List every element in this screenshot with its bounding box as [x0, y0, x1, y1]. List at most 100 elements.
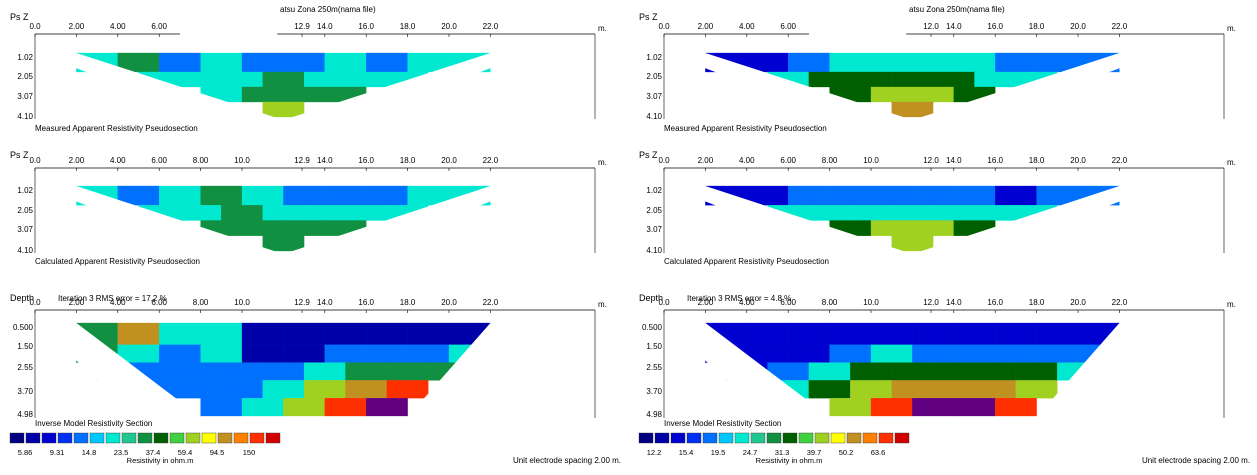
x-tick-label: 14.0	[946, 156, 962, 165]
resistivity-cell	[262, 101, 305, 118]
x-tick-label: 12.0	[923, 156, 939, 165]
legend-value: 15.4	[679, 448, 694, 457]
resistivity-cell	[788, 52, 830, 73]
section-3: Depth Iteration 3 RMS error = 17.2 % 0.0 2.…	[10, 293, 607, 428]
resistivity-cell	[200, 398, 243, 417]
resistivity-cell	[324, 344, 367, 363]
legend-swatch	[57, 432, 73, 444]
legend-swatch	[121, 432, 137, 444]
resistivity-cell	[407, 344, 450, 363]
resistivity-cell	[262, 71, 305, 88]
section-caption: Inverse Model Resistivity Section	[35, 419, 152, 428]
resistivity-cell	[241, 86, 284, 103]
x-unit-label: m.	[1227, 24, 1236, 33]
left-panel: Ps Z atsu Zona 250m(nama file) 0.0 2.00 4.00…	[0, 0, 628, 470]
legend-value: 19.5	[711, 448, 726, 457]
y-tick-label: 0.500	[642, 323, 663, 332]
resistivity-cell	[870, 220, 913, 236]
resistivity-cell	[995, 344, 1037, 363]
y-tick-label: 3.07	[17, 225, 33, 234]
panel-svg: Ps Z atsu Zona 250m(nama file) 0.0 2.00 4.00…	[9, 5, 621, 465]
legend-swatch	[25, 432, 41, 444]
legend-value: 39.7	[807, 448, 822, 457]
x-tick-label: 18.0	[1029, 298, 1045, 307]
resistivity-cell	[221, 362, 263, 381]
legend-unit: Resistivity in ohm.m	[127, 456, 194, 465]
y-tick-label: 2.55	[646, 363, 662, 372]
resistivity-cell	[870, 52, 913, 73]
section-mask-right	[1036, 323, 1160, 421]
resistivity-cell	[303, 205, 346, 221]
section-mask-left	[36, 323, 201, 421]
x-tick-label: 8.00	[193, 156, 209, 165]
x-tick-label: 14.0	[317, 156, 333, 165]
x-tick-label: 20.0	[1070, 22, 1086, 31]
resistivity-cell	[788, 344, 830, 363]
resistivity-cell	[995, 398, 1037, 417]
section-mask-right	[289, 186, 531, 256]
x-tick-label: 10.0	[863, 298, 879, 307]
x-tick-label: 22.0	[1112, 156, 1128, 165]
x-unit-label: m.	[598, 300, 607, 309]
legend-value: 5.86	[18, 448, 33, 457]
resistivity-cell	[974, 71, 1017, 88]
resistivity-cell	[808, 362, 851, 381]
x-tick-label: 22.0	[483, 298, 499, 307]
resistivity-cell	[262, 362, 305, 381]
legend-swatch	[217, 432, 233, 444]
section-mask-left	[665, 53, 907, 122]
y-axis-label: Ps Z	[10, 150, 29, 160]
resistivity-cell	[953, 344, 996, 363]
resistivity-cell	[850, 380, 892, 399]
resistivity-cell	[221, 380, 263, 399]
x-tick-label: 0.0	[29, 156, 41, 165]
x-tick-label: 10.0	[863, 156, 879, 165]
y-tick-label: 1.02	[646, 53, 662, 62]
resistivity-cell	[912, 52, 954, 73]
y-tick-label: 1.02	[646, 186, 662, 195]
y-axis-label: Depth	[10, 293, 34, 303]
resistivity-cell	[324, 52, 367, 73]
resistivity-cell	[891, 235, 934, 252]
legend-swatch	[894, 432, 910, 444]
resistivity-cell	[241, 52, 284, 73]
resistivity-cell	[345, 362, 388, 381]
legend-swatch	[670, 432, 686, 444]
x-tick-label: 10.0	[234, 156, 250, 165]
x-tick-label: 12.0	[923, 298, 939, 307]
y-tick-label: 0.500	[13, 323, 34, 332]
legend-swatch	[798, 432, 814, 444]
resistivity-cell	[262, 205, 305, 221]
color-legend: 5.86 9.31 14.8 23.5 37.4 59.4 94.5 150 Resistivi…	[9, 432, 281, 465]
x-tick-label: 18.0	[1029, 22, 1045, 31]
legend-value: 63.6	[871, 448, 886, 457]
y-axis-label: Ps Z	[639, 12, 658, 22]
resistivity-cell	[179, 205, 222, 221]
x-tick-label: 20.0	[441, 156, 457, 165]
resistivity-cell	[808, 71, 851, 88]
legend-swatch	[750, 432, 766, 444]
resistivity-cell	[912, 398, 954, 417]
legend-value: 23.5	[114, 448, 129, 457]
section-mask-right	[918, 53, 1160, 122]
resistivity-cell	[159, 185, 201, 206]
y-tick-label: 4.10	[646, 112, 662, 121]
resistivity-cell	[1015, 380, 1058, 399]
section-caption: Calculated Apparent Resistivity Pseudose…	[664, 257, 829, 266]
legend-swatch	[862, 432, 878, 444]
y-axis-label: Ps Z	[10, 12, 29, 22]
resistivity-cell	[200, 185, 243, 206]
x-tick-label: 6.00	[780, 156, 796, 165]
resistivity-cell	[1015, 362, 1058, 381]
legend-value: 50.2	[839, 448, 854, 457]
resistivity-cell	[200, 322, 243, 345]
resistivity-cell	[932, 380, 975, 399]
legend-swatch	[201, 432, 217, 444]
x-tick-label: 4.00	[110, 298, 126, 307]
resistivity-cell	[324, 185, 367, 206]
y-tick-label: 1.50	[646, 342, 662, 351]
y-tick-label: 2.05	[646, 206, 662, 215]
legend-swatch	[638, 432, 654, 444]
legend-swatch	[41, 432, 57, 444]
legend-swatch	[265, 432, 281, 444]
